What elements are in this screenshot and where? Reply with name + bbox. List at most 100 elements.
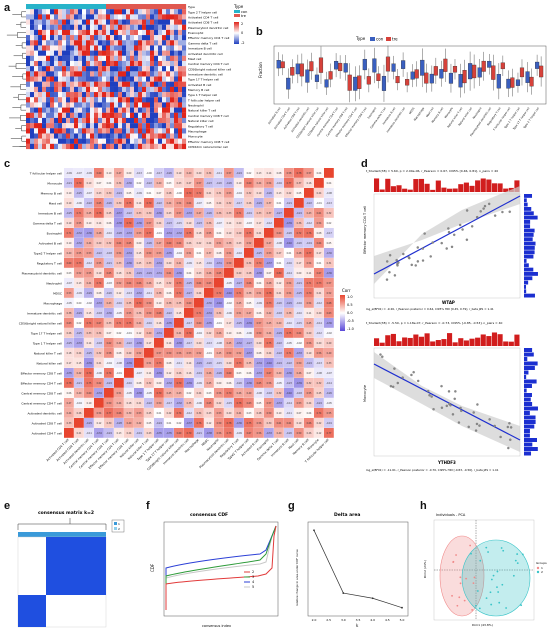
corr-value: -0.07	[66, 282, 72, 285]
corr-cell	[164, 428, 174, 438]
corr-cell	[244, 348, 254, 358]
heatmap-cell	[66, 66, 71, 72]
corr-value: -0.04	[236, 192, 242, 195]
category-label: T follicular helper cell	[492, 106, 511, 131]
heatmap-cell	[126, 9, 131, 15]
pca-point	[455, 554, 457, 556]
legend-item-1: 1	[541, 566, 543, 570]
corr-cell	[184, 308, 194, 318]
heatmap-cell	[58, 24, 63, 30]
corr-cell	[264, 318, 274, 328]
corr-cell	[274, 288, 284, 298]
corr-cell	[154, 208, 164, 218]
corr-value: -0.17	[186, 322, 192, 325]
corr-cell	[214, 298, 224, 308]
corr-value: 0.25	[147, 412, 152, 415]
heatmap-cell	[86, 76, 91, 82]
heatmap-cell	[94, 123, 99, 129]
corr-value: 0.46	[207, 372, 212, 375]
heatmap-cell	[46, 19, 51, 25]
heatmap-cell	[154, 35, 159, 41]
heatmap-cell	[102, 14, 107, 20]
corr-cell	[274, 378, 284, 388]
heatmap-cell	[134, 29, 139, 36]
corr-cell	[234, 378, 244, 388]
corr-cell	[324, 198, 334, 208]
corr-value: -0.27	[276, 212, 282, 215]
corr-cell	[144, 168, 154, 178]
corr-cell	[244, 418, 254, 428]
corr-cell	[324, 408, 334, 418]
corr-value: -0.08	[256, 392, 262, 395]
corr-value: 0.72	[197, 192, 202, 195]
corr-cell	[144, 398, 154, 408]
corr-value: -0.11	[86, 432, 92, 435]
corr-cell	[124, 248, 134, 258]
corr-value: -0.13	[126, 292, 132, 295]
corr-value: 0.51	[117, 392, 122, 395]
scatter-point	[501, 210, 504, 214]
scatter-point	[453, 233, 456, 236]
scatter-point	[451, 413, 455, 416]
corr-value: 0.78	[67, 382, 72, 385]
category-label: Mast cell	[425, 106, 435, 118]
heatmap-cell	[34, 66, 39, 72]
corr-cell	[164, 348, 174, 358]
pca-point	[458, 596, 461, 599]
heatmap-cell	[114, 107, 119, 113]
panel-letter-f: f	[146, 500, 150, 512]
corr-cell	[94, 328, 104, 338]
heatmap-cell	[62, 40, 67, 46]
heatmap-cell	[174, 128, 179, 134]
corr-value: 0.56	[257, 432, 262, 435]
corr-cell	[174, 418, 184, 428]
pca-point	[451, 594, 453, 597]
corr-cell	[144, 348, 154, 358]
corr-cell	[214, 218, 224, 228]
corr-cell	[104, 328, 114, 338]
heatmap-cell	[98, 81, 103, 87]
heatmap-cell	[30, 86, 35, 93]
heatmap-cell	[82, 117, 87, 124]
corr-cell	[274, 258, 284, 268]
corr-cell	[254, 228, 264, 238]
corr-cell	[314, 398, 324, 408]
heatmap-cell	[50, 92, 55, 98]
corr-cell	[144, 328, 154, 338]
scatter1-ci-band	[374, 186, 520, 284]
heatmap-cell	[74, 29, 79, 36]
corr-value: -0.32	[166, 382, 172, 385]
heatmap-cell	[146, 45, 151, 51]
delta-title: Delta area	[334, 512, 360, 518]
heatmap-cell	[138, 133, 143, 139]
corr-cell	[194, 418, 204, 428]
corr-value: 0.35	[247, 362, 252, 365]
heatmap-cell	[66, 117, 71, 124]
heatmap-cell	[82, 60, 87, 67]
heatmap-cell	[138, 9, 143, 15]
heatmap-cell	[62, 24, 67, 30]
box	[525, 71, 530, 83]
corr-cell	[114, 358, 124, 368]
scatter-point	[421, 247, 425, 250]
heatmap-cell	[102, 128, 107, 134]
corr-cell	[204, 358, 214, 368]
corr-value: 0.36	[207, 222, 212, 225]
corr-value: 0.14	[97, 222, 102, 225]
heatmap-cell	[154, 45, 159, 51]
corr-value: 0.64	[197, 282, 202, 285]
corr-cell	[214, 238, 224, 248]
corr-value: -0.32	[76, 232, 82, 235]
corr-cell	[144, 408, 154, 418]
corr-value: 0.10	[67, 192, 72, 195]
heatmap-cell	[46, 45, 51, 51]
heatmap-cell	[30, 128, 35, 134]
hist-bar	[524, 370, 529, 375]
corr-value: 0.64	[187, 202, 192, 205]
scatter-point	[379, 353, 382, 356]
scatter-point	[412, 371, 415, 374]
corr-cell	[104, 208, 114, 218]
heatmap-cell	[178, 102, 183, 108]
corr-cell	[124, 208, 134, 218]
corr-value: 0.40	[67, 252, 72, 255]
